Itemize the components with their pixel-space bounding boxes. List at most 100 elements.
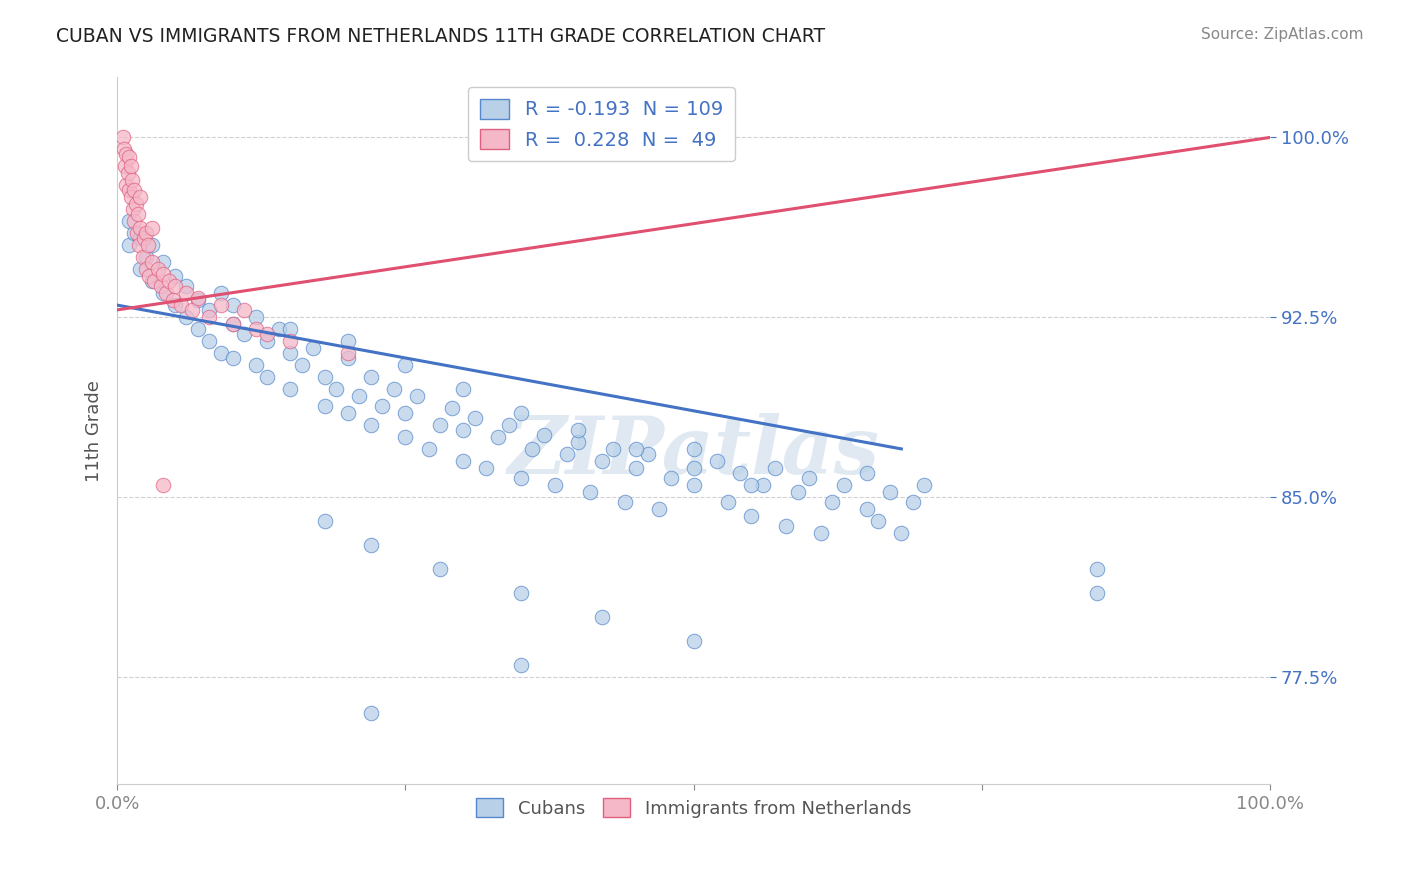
Point — [122, 202, 145, 217]
Point — [118, 149, 141, 163]
Point — [132, 231, 155, 245]
Point — [152, 255, 174, 269]
Point — [394, 406, 416, 420]
Point — [567, 434, 589, 449]
Point — [163, 279, 186, 293]
Point — [187, 291, 209, 305]
Text: Source: ZipAtlas.com: Source: ZipAtlas.com — [1201, 27, 1364, 42]
Point — [198, 310, 221, 324]
Point — [349, 389, 371, 403]
Point — [124, 197, 146, 211]
Point — [406, 389, 429, 403]
Point — [624, 442, 647, 456]
Point — [810, 525, 832, 540]
Point — [1087, 585, 1109, 599]
Y-axis label: 11th Grade: 11th Grade — [86, 380, 103, 482]
Point — [163, 269, 186, 284]
Point — [475, 461, 498, 475]
Point — [509, 585, 531, 599]
Point — [181, 302, 204, 317]
Point — [832, 478, 855, 492]
Point — [464, 410, 486, 425]
Point — [138, 269, 160, 284]
Point — [124, 214, 146, 228]
Point — [162, 293, 184, 308]
Point — [117, 166, 139, 180]
Point — [120, 190, 142, 204]
Point — [120, 159, 142, 173]
Point — [314, 514, 336, 528]
Point — [278, 346, 301, 360]
Point — [221, 318, 243, 332]
Point — [187, 293, 209, 308]
Point — [360, 538, 382, 552]
Point — [451, 382, 474, 396]
Point — [1087, 562, 1109, 576]
Point — [567, 423, 589, 437]
Point — [291, 358, 314, 372]
Point — [336, 351, 359, 365]
Point — [176, 286, 198, 301]
Point — [659, 471, 682, 485]
Point — [115, 147, 138, 161]
Point — [394, 358, 416, 372]
Point — [245, 322, 267, 336]
Point — [451, 423, 474, 437]
Point — [360, 706, 382, 720]
Point — [786, 485, 808, 500]
Point — [336, 334, 359, 348]
Point — [129, 231, 152, 245]
Point — [128, 238, 150, 252]
Point — [124, 183, 146, 197]
Point — [129, 190, 152, 204]
Point — [740, 478, 762, 492]
Point — [163, 298, 186, 312]
Point — [682, 478, 704, 492]
Point — [682, 461, 704, 475]
Point — [135, 262, 157, 277]
Point — [555, 447, 578, 461]
Point — [509, 657, 531, 672]
Point — [187, 322, 209, 336]
Point — [624, 461, 647, 475]
Point — [706, 454, 728, 468]
Point — [127, 207, 149, 221]
Point — [157, 274, 180, 288]
Point — [821, 494, 844, 508]
Point — [176, 279, 198, 293]
Point — [325, 382, 347, 396]
Text: ZIPatlas: ZIPatlas — [508, 413, 880, 491]
Point — [118, 183, 141, 197]
Point — [717, 494, 740, 508]
Text: CUBAN VS IMMIGRANTS FROM NETHERLANDS 11TH GRADE CORRELATION CHART: CUBAN VS IMMIGRANTS FROM NETHERLANDS 11T… — [56, 27, 825, 45]
Point — [613, 494, 636, 508]
Point — [146, 262, 169, 277]
Point — [302, 341, 325, 355]
Point — [868, 514, 890, 528]
Point — [121, 173, 143, 187]
Point — [152, 267, 174, 281]
Point — [336, 406, 359, 420]
Point — [131, 250, 153, 264]
Point — [429, 562, 451, 576]
Point — [221, 318, 243, 332]
Point — [775, 518, 797, 533]
Point — [336, 346, 359, 360]
Point — [602, 442, 624, 456]
Point — [440, 401, 463, 416]
Point — [141, 255, 163, 269]
Point — [394, 430, 416, 444]
Point — [118, 214, 141, 228]
Point — [198, 302, 221, 317]
Point — [112, 142, 135, 156]
Point — [129, 262, 152, 277]
Point — [143, 274, 166, 288]
Point — [152, 478, 174, 492]
Point — [752, 478, 775, 492]
Point — [209, 346, 232, 360]
Point — [591, 454, 613, 468]
Point — [509, 471, 531, 485]
Point — [135, 226, 157, 240]
Point — [136, 238, 159, 252]
Point — [155, 286, 177, 301]
